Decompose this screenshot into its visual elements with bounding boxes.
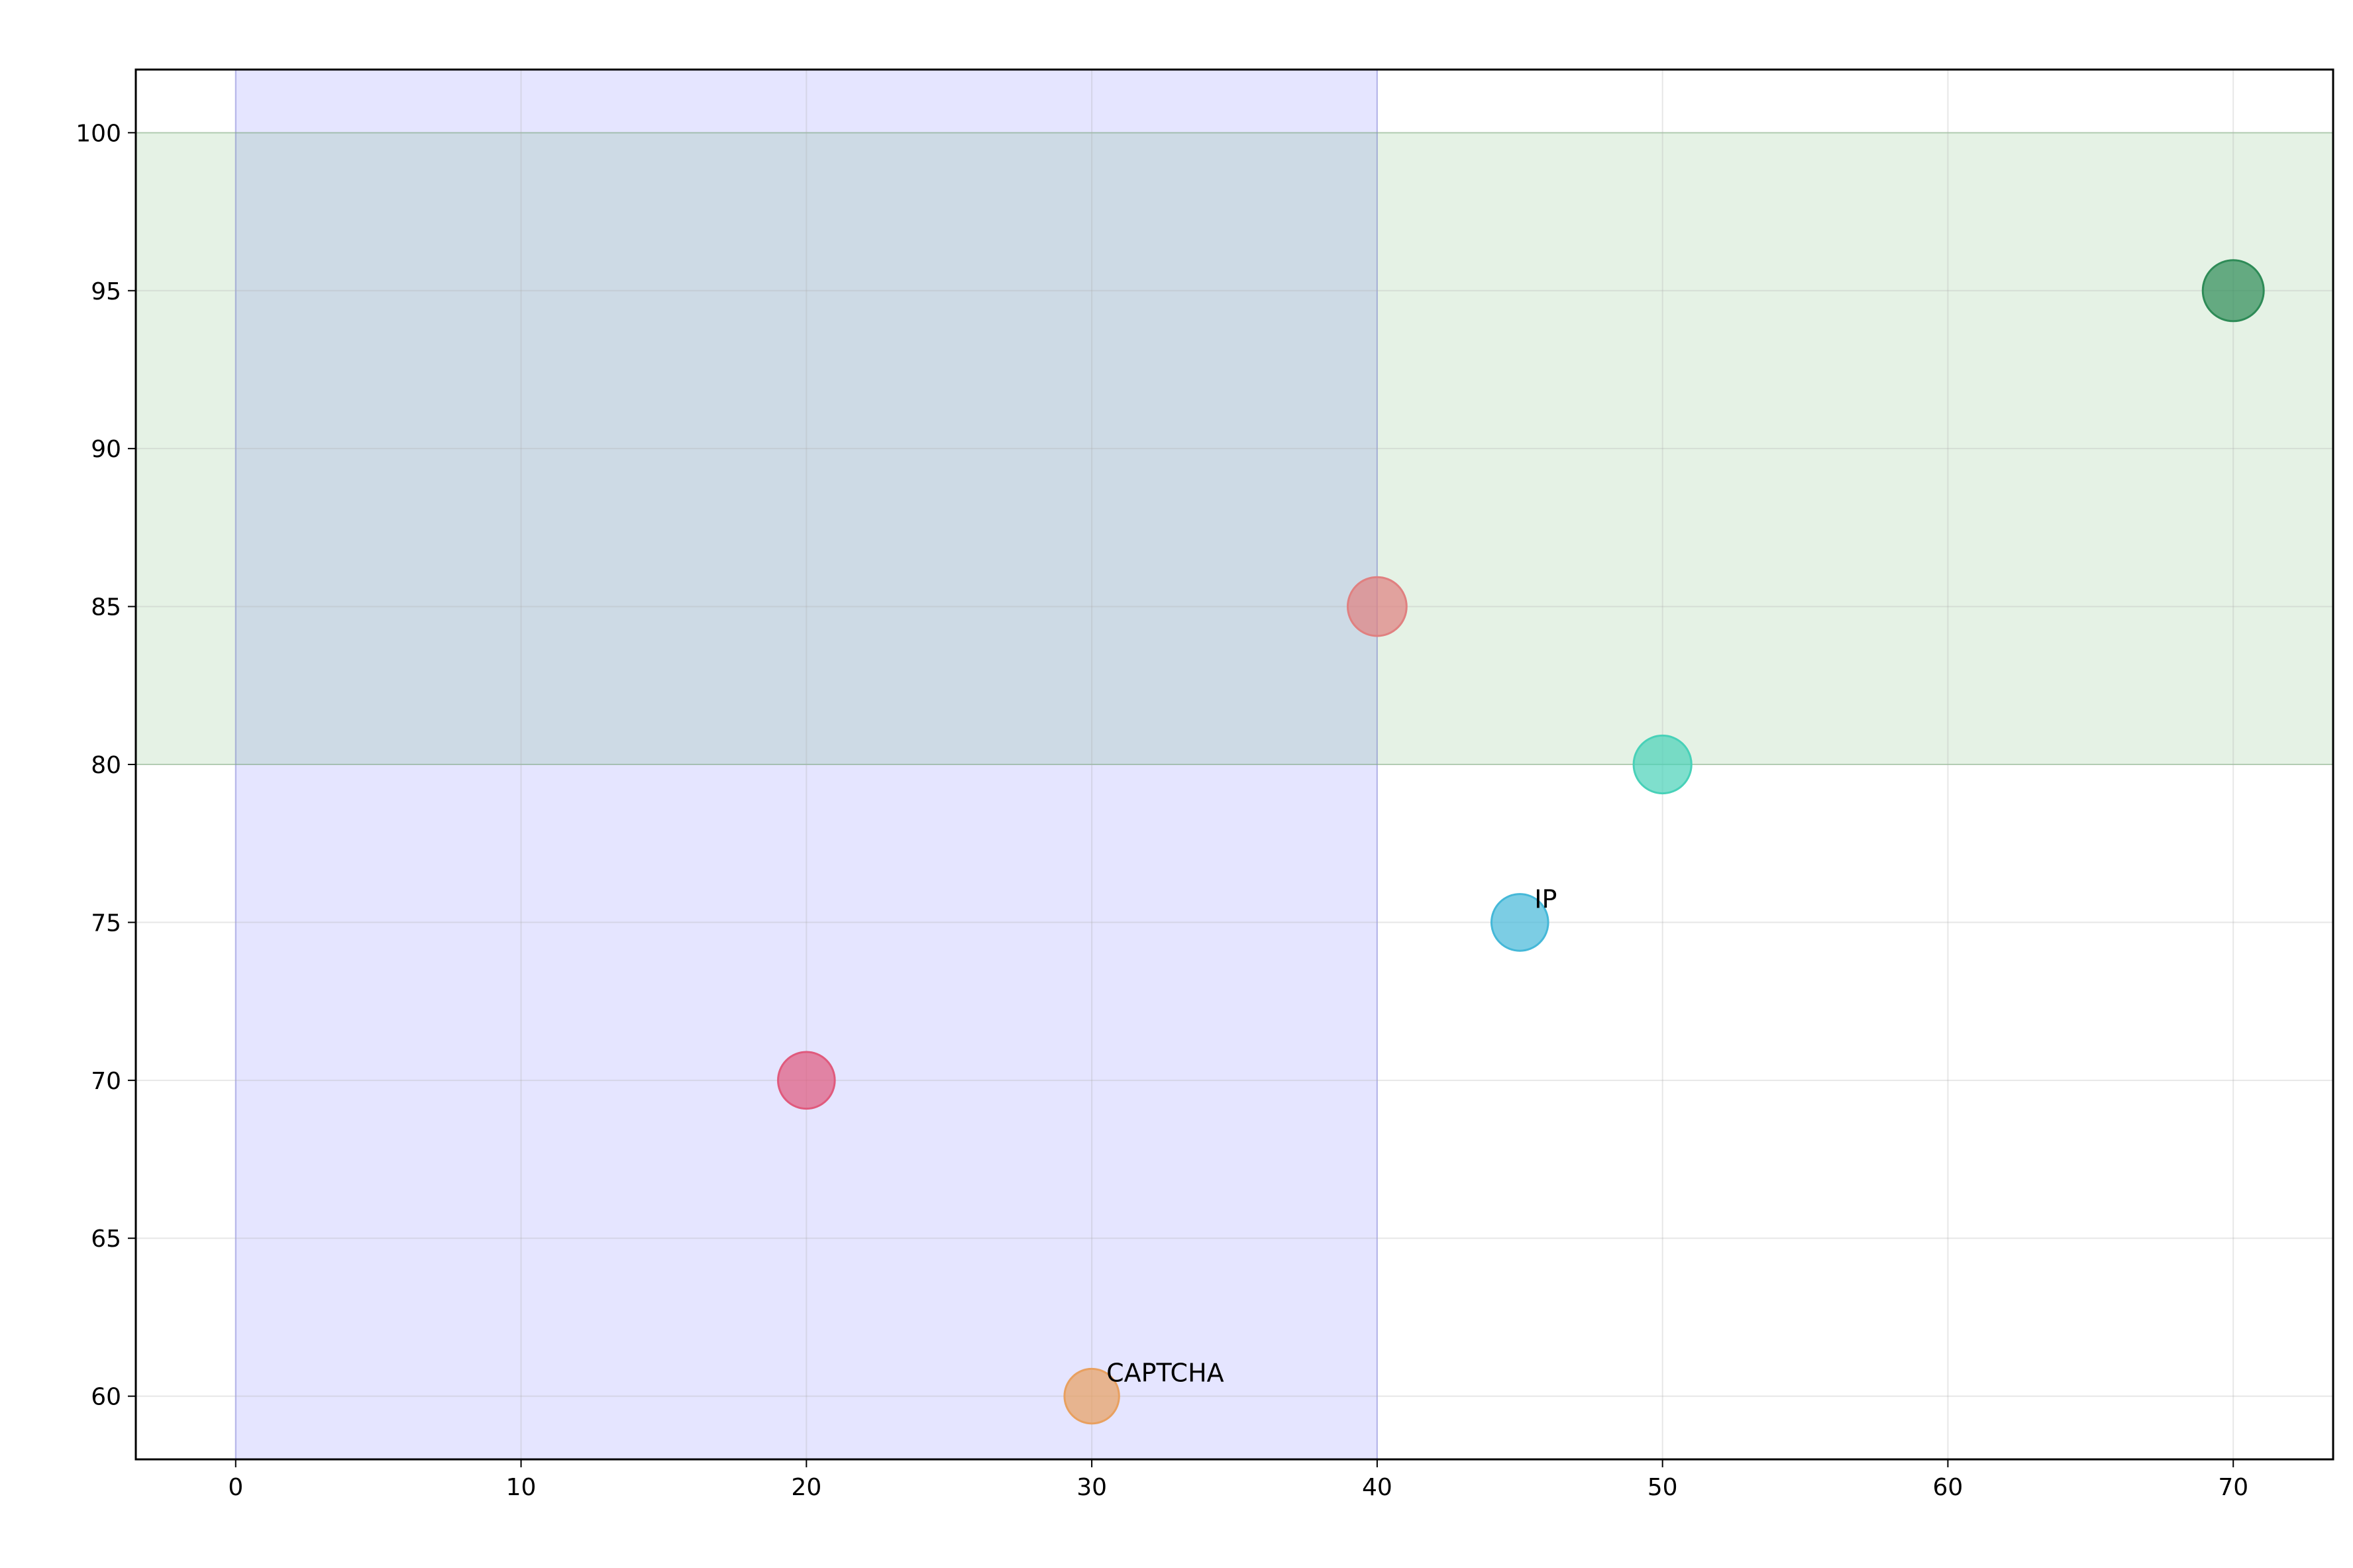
data-point-label: CAPTCHA bbox=[1106, 1359, 1224, 1388]
y-tick-label: 85 bbox=[91, 594, 121, 621]
y-tick-label: 90 bbox=[91, 436, 121, 463]
data-point bbox=[1632, 734, 1693, 795]
x-tick-label: 40 bbox=[1362, 1474, 1392, 1501]
data-point bbox=[777, 1051, 836, 1110]
x-tick-label: 20 bbox=[791, 1474, 821, 1501]
shaded-region-y bbox=[135, 132, 2334, 765]
y-tick-label: 60 bbox=[91, 1384, 121, 1411]
axes-frame bbox=[134, 68, 2334, 1461]
y-tick-label: 80 bbox=[91, 752, 121, 779]
data-point bbox=[1063, 1367, 1120, 1425]
data-point-label: IP bbox=[1534, 884, 1557, 914]
x-tick-label: 50 bbox=[1647, 1474, 1678, 1501]
data-point bbox=[1490, 893, 1549, 952]
x-tick-label: 70 bbox=[2218, 1474, 2248, 1501]
data-point bbox=[2201, 259, 2265, 323]
data-point bbox=[1346, 576, 1408, 637]
y-tick-label: 65 bbox=[91, 1226, 121, 1253]
x-tick-label: 60 bbox=[1933, 1474, 1963, 1501]
y-tick-label: 95 bbox=[91, 278, 121, 305]
y-tick-label: 70 bbox=[91, 1068, 121, 1095]
x-tick-label: 10 bbox=[506, 1474, 537, 1501]
x-tick-label: 30 bbox=[1076, 1474, 1107, 1501]
shaded-region-x bbox=[235, 69, 1378, 1460]
y-tick-label: 100 bbox=[76, 120, 121, 147]
plot-area: 0 10 20 30 40 50 60 70 60 65 70 75 80 85 90 95 100 IP CAPT… bbox=[76, 68, 2334, 1501]
y-tick-label: 75 bbox=[91, 910, 121, 937]
x-tick-label: 0 bbox=[228, 1474, 243, 1501]
